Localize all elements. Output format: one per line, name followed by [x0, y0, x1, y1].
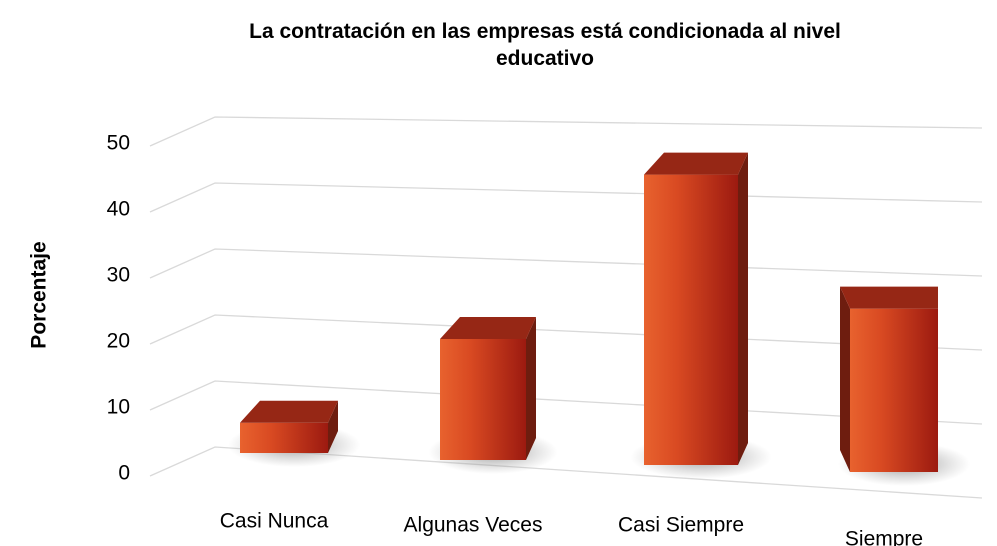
bar-side	[738, 152, 748, 465]
bar-side	[328, 400, 338, 453]
y-tick-label: 50	[107, 132, 130, 155]
y-tick-label: 40	[107, 198, 130, 221]
bar-top	[840, 286, 938, 309]
y-tick-label: 30	[107, 264, 130, 287]
x-tick-label: Casi Siempre	[618, 514, 744, 537]
x-tick-label: Siempre	[845, 528, 923, 546]
bar	[240, 422, 328, 453]
grid-line	[149, 446, 983, 499]
grid-line	[149, 116, 983, 147]
bar-top	[644, 152, 748, 175]
bar	[644, 174, 738, 465]
y-tick-label: 0	[118, 462, 130, 485]
bar	[440, 339, 526, 460]
bar-side	[526, 317, 536, 460]
x-tick-label: Casi Nunca	[220, 510, 329, 533]
y-axis-label: Porcentaje	[28, 241, 51, 348]
bar-top	[440, 317, 536, 339]
bar	[850, 308, 938, 472]
y-tick-label: 20	[107, 330, 130, 353]
grid-line	[149, 182, 983, 213]
grid-line	[149, 248, 983, 279]
chart-title: La contratación en las empresas está con…	[249, 20, 841, 70]
bar-top	[240, 400, 338, 423]
y-tick-label: 10	[107, 396, 130, 419]
x-tick-label: Algunas Veces	[404, 514, 543, 537]
bar-side	[840, 286, 850, 472]
